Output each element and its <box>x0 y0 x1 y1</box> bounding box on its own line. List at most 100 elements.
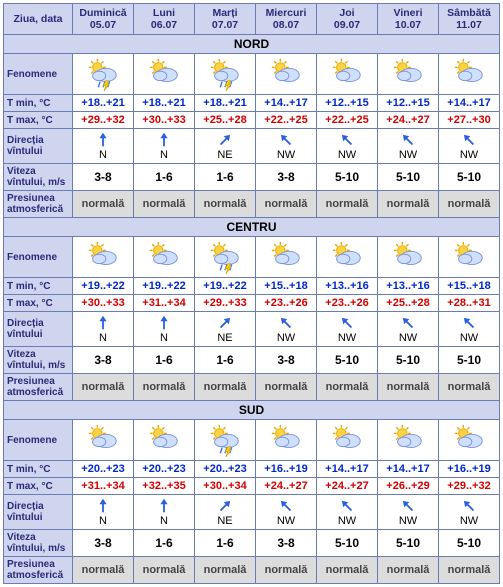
row-wdir: Direcția vîntului <box>4 495 73 530</box>
tmax-1-3: +23..+26 <box>256 295 317 312</box>
phen-1-2 <box>195 237 256 278</box>
phen-0-6 <box>439 54 500 95</box>
wspd-2-3: 3-8 <box>256 530 317 557</box>
tmax-2-1: +32..+35 <box>134 478 195 495</box>
day-header-3: Miercuri08.07 <box>256 4 317 35</box>
wdir-1-0: N <box>73 312 134 347</box>
pres-0-6: normală <box>439 191 500 218</box>
tmin-2-5: +14..+17 <box>378 461 439 478</box>
phen-2-4 <box>317 420 378 461</box>
wspd-2-6: 5-10 <box>439 530 500 557</box>
phen-0-0 <box>73 54 134 95</box>
tmax-0-5: +24..+27 <box>378 112 439 129</box>
wdir-1-2: NE <box>195 312 256 347</box>
tmin-0-1: +18..+21 <box>134 95 195 112</box>
wspd-0-1: 1-6 <box>134 164 195 191</box>
row-phen: Fenomene <box>4 237 73 278</box>
forecast-table: Ziua, dataDuminică05.07Luni06.07Marți07.… <box>3 3 500 584</box>
day-header-2: Marți07.07 <box>195 4 256 35</box>
tmax-1-1: +31..+34 <box>134 295 195 312</box>
tmax-1-4: +23..+26 <box>317 295 378 312</box>
row-pres: Presiunea atmosferică <box>4 557 73 584</box>
tmin-0-0: +18..+21 <box>73 95 134 112</box>
row-wspd: Viteza vîntului, m/s <box>4 347 73 374</box>
tmin-0-2: +18..+21 <box>195 95 256 112</box>
tmin-1-2: +19..+22 <box>195 278 256 295</box>
phen-1-1 <box>134 237 195 278</box>
pres-2-0: normală <box>73 557 134 584</box>
pres-0-3: normală <box>256 191 317 218</box>
pres-2-1: normală <box>134 557 195 584</box>
tmax-2-4: +24..+27 <box>317 478 378 495</box>
tmin-2-2: +20..+23 <box>195 461 256 478</box>
pres-1-5: normală <box>378 374 439 401</box>
wdir-1-6: NW <box>439 312 500 347</box>
pres-2-3: normală <box>256 557 317 584</box>
pres-0-0: normală <box>73 191 134 218</box>
day-header-5: Vineri10.07 <box>378 4 439 35</box>
pres-0-5: normală <box>378 191 439 218</box>
pres-0-4: normală <box>317 191 378 218</box>
phen-1-5 <box>378 237 439 278</box>
tmax-2-5: +26..+29 <box>378 478 439 495</box>
row-tmin: T min, °C <box>4 461 73 478</box>
tmin-2-3: +16..+19 <box>256 461 317 478</box>
wspd-1-0: 3-8 <box>73 347 134 374</box>
row-wspd: Viteza vîntului, m/s <box>4 530 73 557</box>
row-tmin: T min, °C <box>4 95 73 112</box>
row-pres: Presiunea atmosferică <box>4 374 73 401</box>
region-1: CENTRU <box>4 218 500 237</box>
wspd-1-3: 3-8 <box>256 347 317 374</box>
tmax-2-3: +24..+27 <box>256 478 317 495</box>
pres-1-4: normală <box>317 374 378 401</box>
row-wdir: Direcția vîntului <box>4 129 73 164</box>
wdir-1-3: NW <box>256 312 317 347</box>
wspd-1-2: 1-6 <box>195 347 256 374</box>
tmin-2-1: +20..+23 <box>134 461 195 478</box>
pres-2-6: normală <box>439 557 500 584</box>
tmin-0-4: +12..+15 <box>317 95 378 112</box>
pres-2-5: normală <box>378 557 439 584</box>
day-header-0: Duminică05.07 <box>73 4 134 35</box>
header-date: Ziua, data <box>4 4 73 35</box>
wspd-0-2: 1-6 <box>195 164 256 191</box>
phen-1-3 <box>256 237 317 278</box>
wspd-0-0: 3-8 <box>73 164 134 191</box>
tmax-2-2: +30..+34 <box>195 478 256 495</box>
tmin-1-4: +13..+16 <box>317 278 378 295</box>
row-wspd: Viteza vîntului, m/s <box>4 164 73 191</box>
row-tmin: T min, °C <box>4 278 73 295</box>
wdir-0-5: NW <box>378 129 439 164</box>
phen-0-3 <box>256 54 317 95</box>
wdir-0-6: NW <box>439 129 500 164</box>
row-wdir: Direcția vîntului <box>4 312 73 347</box>
wspd-2-1: 1-6 <box>134 530 195 557</box>
wspd-1-5: 5-10 <box>378 347 439 374</box>
pres-2-4: normală <box>317 557 378 584</box>
tmin-2-4: +14..+17 <box>317 461 378 478</box>
wspd-1-6: 5-10 <box>439 347 500 374</box>
wspd-2-5: 5-10 <box>378 530 439 557</box>
tmin-1-6: +15..+18 <box>439 278 500 295</box>
phen-0-1 <box>134 54 195 95</box>
day-header-4: Joi09.07 <box>317 4 378 35</box>
phen-2-6 <box>439 420 500 461</box>
wdir-2-2: NE <box>195 495 256 530</box>
day-header-1: Luni06.07 <box>134 4 195 35</box>
pres-0-2: normală <box>195 191 256 218</box>
wspd-0-3: 3-8 <box>256 164 317 191</box>
wdir-1-5: NW <box>378 312 439 347</box>
tmax-0-0: +29..+32 <box>73 112 134 129</box>
row-pres: Presiunea atmosferică <box>4 191 73 218</box>
wspd-0-4: 5-10 <box>317 164 378 191</box>
phen-0-2 <box>195 54 256 95</box>
pres-1-2: normală <box>195 374 256 401</box>
wspd-2-2: 1-6 <box>195 530 256 557</box>
tmin-1-3: +15..+18 <box>256 278 317 295</box>
tmax-1-6: +28..+31 <box>439 295 500 312</box>
region-0: NORD <box>4 35 500 54</box>
wdir-0-3: NW <box>256 129 317 164</box>
phen-2-5 <box>378 420 439 461</box>
tmax-1-5: +25..+28 <box>378 295 439 312</box>
tmin-1-5: +13..+16 <box>378 278 439 295</box>
